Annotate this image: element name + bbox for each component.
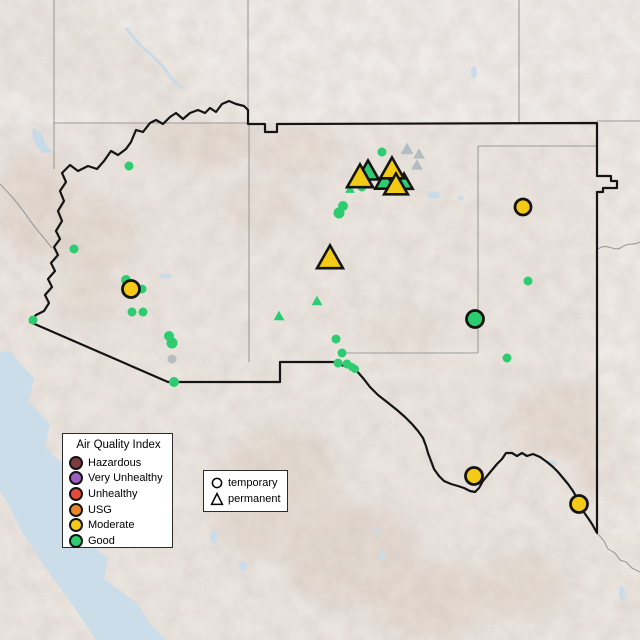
aqi-legend-label: Good — [88, 534, 115, 547]
small-lake — [619, 586, 625, 600]
small-lake — [428, 191, 440, 199]
aqi-legend-item: Very Unhealthy — [69, 471, 168, 487]
monitor-circle-good[interactable] — [337, 348, 347, 358]
aqi-legend-item: USG — [69, 502, 168, 518]
monitor-triangle-moderate[interactable] — [381, 170, 411, 196]
aqi-color-swatch — [69, 502, 83, 517]
monitor-circle-moderate[interactable] — [121, 279, 141, 299]
circle-outline-icon — [210, 476, 224, 490]
lake-mead — [32, 128, 53, 153]
monitor-markers-layer — [28, 142, 589, 514]
small-lake — [159, 273, 171, 279]
monitor-type-label: permanent — [228, 493, 281, 505]
aqi-color-swatch — [69, 533, 83, 548]
monitor-triangle-moderate[interactable] — [314, 242, 346, 270]
aqi-legend-label: Very Unhealthy — [88, 472, 163, 485]
aqi-legend-item: Moderate — [69, 517, 168, 533]
monitor-circle-good[interactable] — [169, 377, 179, 387]
monitor-circle-good[interactable] — [166, 337, 178, 349]
aqi-legend-label: Unhealthy — [88, 487, 138, 500]
monitor-circle-good[interactable] — [331, 334, 341, 344]
monitor-circle-good[interactable] — [523, 276, 533, 286]
monitor-circle-nodata[interactable] — [167, 354, 177, 364]
baja-lagoon — [17, 502, 27, 518]
aqi-legend-label: USG — [88, 503, 112, 516]
monitor-triangle-nodata[interactable] — [411, 159, 423, 170]
monitor-type-legend: temporary permanent — [203, 470, 288, 512]
monitor-circle-good[interactable] — [127, 307, 137, 317]
aqi-legend-title: Air Quality Index — [76, 439, 161, 451]
monitor-triangle-good[interactable] — [345, 184, 355, 193]
aqi-legend-label: Hazardous — [88, 456, 142, 469]
monitor-circle-good[interactable] — [377, 147, 387, 157]
aqi-color-swatch — [69, 471, 83, 486]
monitor-circle-good[interactable] — [351, 365, 359, 373]
monitor-triangle-moderate[interactable] — [344, 161, 376, 189]
monitor-circle-good[interactable] — [69, 244, 79, 254]
aqi-color-swatch — [69, 518, 83, 533]
aqi-legend-item: Hazardous — [69, 455, 168, 471]
small-lake — [210, 531, 218, 543]
aqi-color-swatch — [69, 455, 83, 470]
monitor-triangle-nodata[interactable] — [413, 148, 425, 159]
small-lake — [458, 195, 464, 201]
monitor-circle-good[interactable] — [333, 358, 343, 368]
monitor-circle-good[interactable] — [465, 309, 485, 329]
monitor-circle-good[interactable] — [124, 161, 134, 171]
monitor-type-item: permanent — [210, 491, 287, 507]
monitor-circle-good[interactable] — [333, 207, 345, 219]
small-lake — [374, 528, 380, 534]
monitor-circle-good[interactable] — [28, 315, 38, 325]
monitor-triangle-good[interactable] — [311, 295, 323, 306]
lake-powell — [124, 27, 184, 90]
monitor-triangle-nodata[interactable] — [400, 142, 414, 155]
study-area-boundary — [28, 99, 619, 535]
monitor-circle-good[interactable] — [502, 353, 512, 363]
small-lake — [239, 561, 247, 571]
monitor-circle-good[interactable] — [138, 307, 148, 317]
monitor-type-legend-items: temporary permanent — [210, 475, 287, 507]
monitor-triangle-good[interactable] — [273, 310, 285, 321]
monitor-circle-moderate[interactable] — [513, 197, 533, 217]
aqi-legend-item: Good — [69, 533, 168, 549]
state-borders — [0, 0, 640, 573]
monitor-circle-moderate[interactable] — [464, 466, 484, 486]
triangle-outline-icon — [210, 491, 224, 506]
aqi-legend-label: Moderate — [88, 519, 135, 532]
aqi-legend-items: Hazardous Very Unhealthy Unhealthy USG Moder… — [69, 455, 168, 549]
gulf-of-california — [0, 351, 166, 640]
monitor-type-item: temporary — [210, 475, 287, 491]
water-layer — [0, 27, 625, 640]
aqi-legend-item: Unhealthy — [69, 486, 168, 502]
aqi-color-swatch — [69, 486, 83, 501]
small-lake — [379, 552, 385, 560]
small-lake — [471, 66, 477, 78]
monitor-type-label: temporary — [228, 477, 278, 489]
monitor-circle-moderate[interactable] — [569, 494, 589, 514]
aqi-legend: Air Quality Index Hazardous Very Unhealth… — [62, 433, 173, 548]
